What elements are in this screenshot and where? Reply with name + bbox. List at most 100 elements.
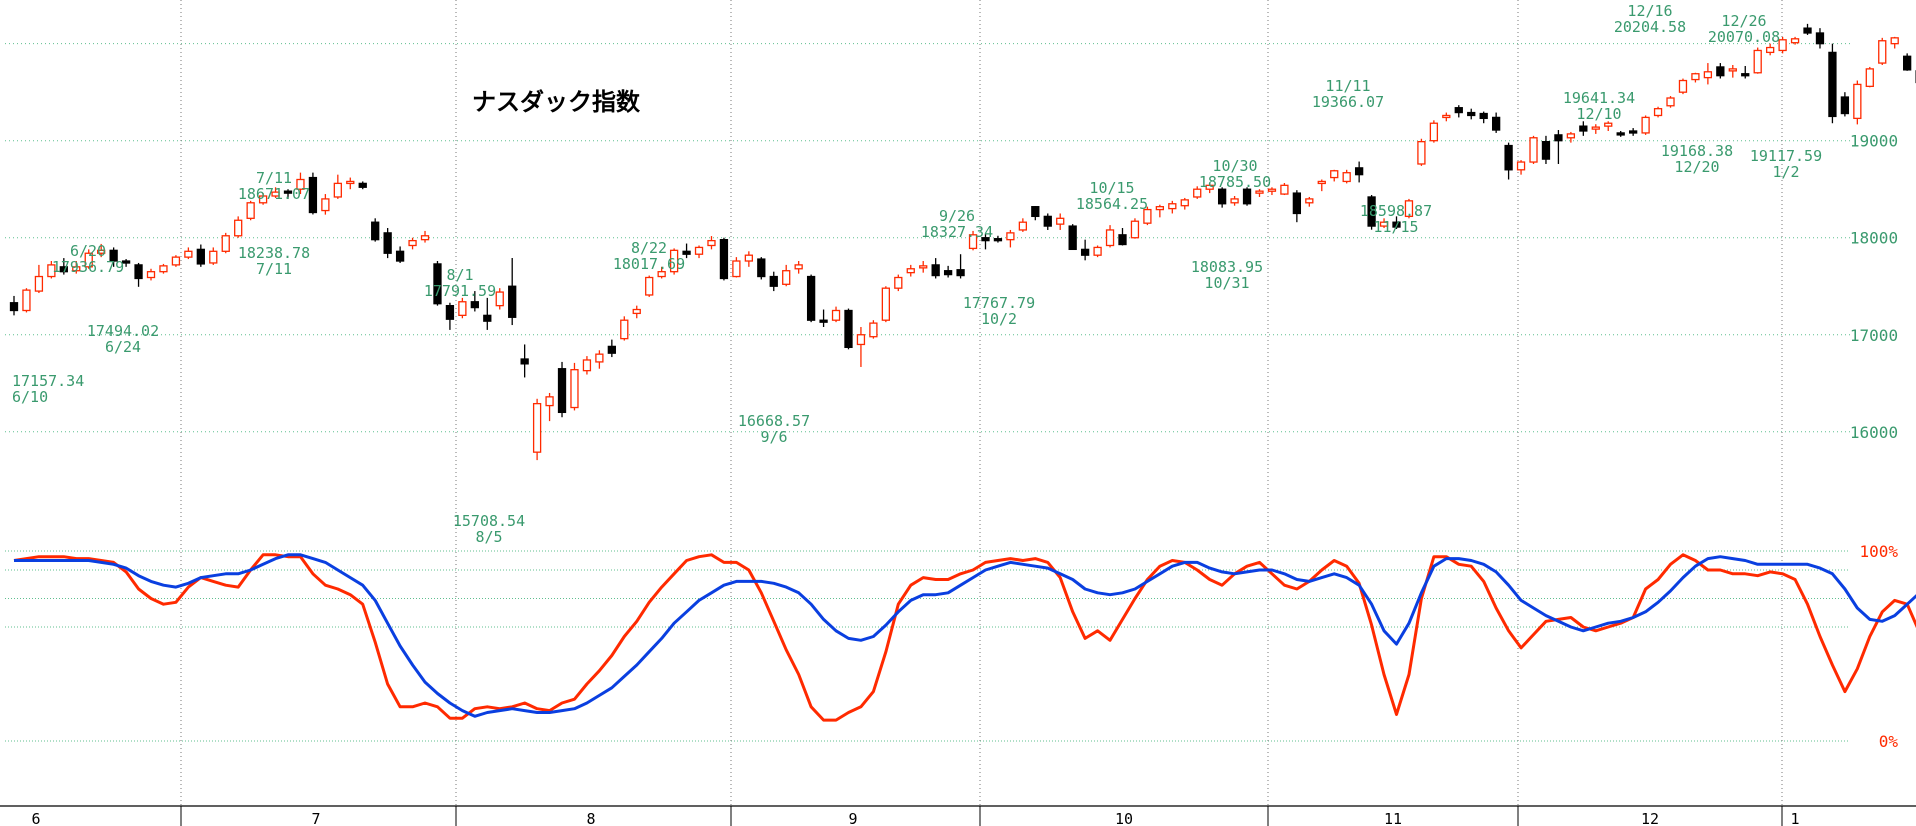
candle-body — [59, 266, 68, 273]
candle-body — [1193, 188, 1202, 198]
candle-body — [184, 250, 193, 258]
annotation-label: 12/10 — [1576, 105, 1621, 123]
candle-body — [221, 235, 230, 252]
candle-body — [595, 353, 604, 363]
annotation-label: 8/1 — [446, 266, 473, 284]
candle-body — [1753, 49, 1762, 74]
candle-body — [1267, 188, 1277, 192]
annotation-label: 7/11 — [256, 169, 292, 187]
candle-body — [557, 368, 567, 414]
annotation-label: 16668.57 — [738, 412, 810, 430]
x-tick-label: 10 — [1115, 810, 1133, 826]
annotation-label: 19168.38 — [1661, 142, 1733, 160]
candle-body — [620, 319, 629, 340]
chart-title: ナスダック指数 — [472, 87, 641, 116]
candle-body — [645, 276, 654, 296]
annotation-label: 18327.34 — [921, 223, 993, 241]
candle-body — [1703, 71, 1713, 79]
candle-body — [1093, 246, 1102, 256]
candle-body — [632, 308, 641, 315]
candle-body — [669, 249, 679, 273]
candle-body — [657, 271, 666, 278]
candle-body — [234, 219, 243, 237]
candle-body — [9, 302, 19, 312]
osc-tick-label: 100% — [1859, 542, 1898, 561]
candle-body — [246, 202, 255, 219]
oscillator-line — [13, 553, 1916, 722]
candle-body — [1379, 221, 1389, 227]
candle-body — [209, 250, 218, 264]
annotation-label: 7/11 — [256, 260, 292, 278]
candle-body — [1230, 198, 1239, 204]
candle-body — [607, 345, 616, 354]
candle-body — [570, 369, 579, 409]
annotation-label: 1/2 — [1772, 163, 1799, 181]
candle-body — [1741, 73, 1750, 77]
candle-body — [1678, 79, 1688, 93]
candle-body — [470, 301, 479, 309]
candle-body — [97, 249, 106, 254]
y-axis: 16000 17000 18000 19000 — [1850, 132, 1898, 442]
annotation-label: 17157.34 — [12, 372, 84, 390]
annotation-label: 19117.59 — [1750, 147, 1822, 165]
candle-body — [1491, 116, 1501, 131]
candle-body — [1903, 55, 1912, 71]
osc-tick-label: 0% — [1879, 732, 1899, 751]
candle-body — [1280, 184, 1289, 195]
candle-body — [296, 178, 305, 190]
candle-body — [346, 180, 355, 185]
candle-body — [1292, 192, 1302, 215]
candle-body — [1429, 122, 1439, 142]
annotation-label: 19641.34 — [1563, 89, 1635, 107]
candle-body — [72, 266, 81, 272]
candle-body — [171, 256, 181, 266]
candle-body — [769, 275, 778, 287]
candle-body — [283, 190, 293, 194]
candle-body — [159, 265, 168, 273]
x-tick-label: 12 — [1641, 810, 1659, 826]
annotation-label: 12/20 — [1674, 158, 1719, 176]
annotation-label: 18785.50 — [1199, 173, 1271, 191]
x-tick-label: 7 — [311, 810, 320, 826]
candle-body — [1554, 134, 1563, 142]
candle-body — [1616, 132, 1625, 136]
candle-body — [1504, 144, 1513, 171]
candle-body — [682, 250, 691, 255]
candle-body — [582, 359, 592, 372]
annotation-label: 18598.87 — [1360, 202, 1432, 220]
candle-body — [358, 182, 367, 188]
candle-body — [1691, 73, 1700, 81]
candle-body — [719, 239, 729, 280]
y-tick-label: 16000 — [1850, 423, 1898, 442]
candle-body — [420, 235, 430, 241]
candle-body — [1591, 126, 1600, 130]
x-tick-label: 9 — [848, 810, 857, 826]
oscillator-panel: 100% 0% — [13, 542, 1916, 751]
chart-grid — [5, 0, 1850, 806]
candle-body — [495, 291, 504, 307]
candle-body — [1168, 203, 1177, 210]
oscillator-line — [14, 553, 1916, 718]
candle-body — [520, 358, 529, 365]
candle-body — [34, 275, 44, 292]
candle-body — [433, 263, 442, 305]
candle-body — [196, 248, 205, 265]
candle-body — [1467, 111, 1476, 117]
annotation-label: 6/20 — [70, 242, 106, 260]
candle-body — [121, 260, 131, 264]
candle-body — [844, 309, 853, 349]
candle-body — [1006, 232, 1015, 241]
candle-body — [1479, 112, 1488, 120]
candle-body — [445, 304, 455, 320]
annotation-label: 17791.59 — [424, 282, 496, 300]
candle-body — [1878, 40, 1887, 64]
annotation-label: 17767.79 — [963, 294, 1035, 312]
candle-body — [919, 265, 928, 269]
candle-body — [1205, 184, 1214, 190]
y-tick-label: 17000 — [1850, 326, 1898, 345]
annotation-label: 8/22 — [631, 239, 667, 257]
candle-body — [1255, 190, 1264, 194]
candle-body — [1815, 32, 1825, 45]
annotation-label: 20070.08 — [1708, 28, 1780, 46]
candle-body — [383, 232, 392, 254]
